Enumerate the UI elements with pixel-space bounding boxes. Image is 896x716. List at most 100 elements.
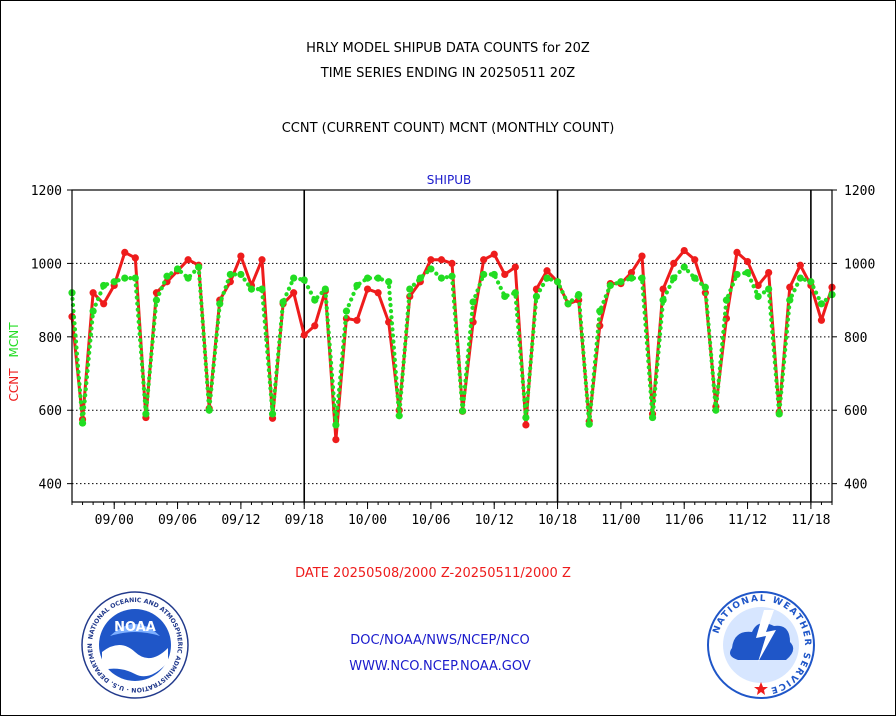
data-point-ccnt	[501, 270, 509, 279]
data-point-ccnt	[670, 259, 678, 268]
y-tick-label-left: 600	[39, 404, 62, 419]
data-point-mcnt	[216, 300, 224, 308]
data-point-ccnt	[363, 285, 372, 293]
data-point-mcnt	[268, 410, 277, 418]
data-point-mcnt	[290, 274, 298, 282]
data-point-mcnt	[511, 289, 519, 297]
data-point-ccnt	[796, 261, 804, 269]
data-point-mcnt	[321, 285, 329, 293]
data-point-mcnt	[765, 285, 773, 293]
data-point-mcnt	[596, 307, 604, 315]
data-point-mcnt	[458, 407, 467, 415]
data-point-ccnt	[121, 248, 129, 256]
data-point-mcnt	[342, 307, 351, 315]
data-point-mcnt	[585, 420, 593, 428]
noaa-logo: NOAA NATIONAL OCEANIC AND ATMOSPHERIC AD…	[80, 590, 189, 699]
y-tick-label-left: 1200	[31, 184, 62, 199]
data-point-mcnt	[575, 291, 583, 299]
data-point-mcnt	[258, 285, 266, 293]
x-tick-label: 10/12	[475, 513, 514, 528]
axis-layer: 400 400 600 600 800 800 1000 1000 1200 1200 09/00 0…	[31, 184, 876, 528]
data-point-mcnt	[617, 278, 625, 286]
data-point-mcnt	[142, 410, 150, 418]
data-point-mcnt	[553, 278, 562, 286]
data-point-ccnt	[131, 254, 139, 262]
org-line: DOC/NOAA/NWS/NCEP/NCO	[350, 633, 530, 648]
data-point-mcnt	[353, 281, 361, 290]
x-tick-label: 11/12	[728, 513, 767, 528]
data-point-ccnt	[237, 252, 245, 260]
data-point-mcnt	[385, 278, 393, 286]
y-tick-label-right: 1200	[844, 184, 875, 199]
data-point-ccnt	[743, 257, 752, 266]
data-point-mcnt	[205, 406, 213, 414]
data-point-ccnt	[543, 267, 551, 275]
data-point-ccnt	[480, 256, 488, 264]
x-tick-label: 10/18	[538, 513, 577, 528]
x-tick-label: 10/06	[411, 513, 450, 528]
data-point-ccnt	[258, 256, 266, 264]
data-point-mcnt	[152, 296, 161, 304]
data-point-mcnt	[722, 296, 731, 304]
data-point-mcnt	[78, 419, 87, 427]
data-point-mcnt	[754, 292, 762, 301]
noaa-logo-text: NOAA	[114, 620, 156, 635]
data-point-mcnt	[564, 300, 572, 308]
data-point-ccnt	[290, 289, 298, 297]
data-point-mcnt	[89, 307, 97, 315]
data-point-mcnt	[638, 274, 646, 282]
chart-title-line-2: TIME SERIES ENDING IN 20250511 20Z	[320, 66, 576, 81]
ylabel-ccnt: CCNT	[7, 368, 21, 402]
x-tick-label: 09/00	[95, 513, 134, 528]
data-point-mcnt	[300, 276, 308, 284]
data-point-mcnt	[480, 270, 488, 279]
data-point-ccnt	[691, 256, 699, 264]
data-point-mcnt	[247, 285, 256, 293]
series-mcnt	[68, 263, 836, 429]
data-point-mcnt	[807, 278, 815, 286]
data-point-mcnt	[680, 263, 688, 271]
y-tick-label-right: 400	[844, 478, 867, 493]
data-point-mcnt	[110, 278, 118, 286]
data-point-mcnt	[817, 300, 826, 308]
data-point-ccnt	[490, 250, 498, 258]
ylabel-mcnt: MCNT	[7, 322, 21, 358]
data-point-mcnt	[237, 270, 245, 279]
data-point-ccnt	[332, 436, 340, 444]
y-tick-label-left: 800	[39, 331, 62, 346]
y-tick-label-left: 400	[39, 478, 62, 493]
data-point-ccnt	[311, 322, 319, 330]
x-tick-label: 11/00	[601, 513, 640, 528]
data-point-mcnt	[775, 410, 783, 418]
data-point-ccnt	[448, 259, 456, 268]
data-point-ccnt	[511, 263, 519, 271]
plot-border	[71, 189, 833, 503]
data-point-ccnt	[638, 252, 646, 260]
data-point-mcnt	[173, 265, 182, 273]
data-point-mcnt	[184, 274, 192, 282]
data-point-mcnt	[469, 298, 477, 306]
x-tick-label: 09/12	[221, 513, 260, 528]
data-point-ccnt	[627, 268, 636, 277]
data-point-ccnt	[522, 421, 530, 429]
data-point-mcnt	[659, 296, 667, 304]
chart-title-line-1: HRLY MODEL SHIPUB DATA COUNTS for 20Z	[306, 41, 590, 56]
website-link[interactable]: WWW.NCO.NCEP.NOAA.GOV	[349, 659, 531, 674]
series-layer	[68, 246, 836, 444]
data-point-mcnt	[543, 274, 551, 282]
day-separators	[303, 190, 812, 502]
data-point-mcnt	[733, 270, 741, 279]
data-point-mcnt	[448, 272, 456, 280]
data-point-mcnt	[395, 412, 403, 420]
chart-subtitle: CCNT (CURRENT COUNT) MCNT (MONTHLY COUNT…	[281, 121, 615, 136]
data-point-mcnt	[501, 292, 509, 301]
data-point-mcnt	[279, 298, 287, 306]
y-tick-label-right: 600	[844, 404, 867, 419]
data-point-mcnt	[796, 274, 804, 282]
data-point-mcnt	[691, 274, 699, 282]
data-point-mcnt	[670, 274, 678, 282]
data-point-mcnt	[648, 413, 657, 422]
data-point-mcnt	[131, 274, 139, 282]
data-point-ccnt	[659, 285, 667, 293]
